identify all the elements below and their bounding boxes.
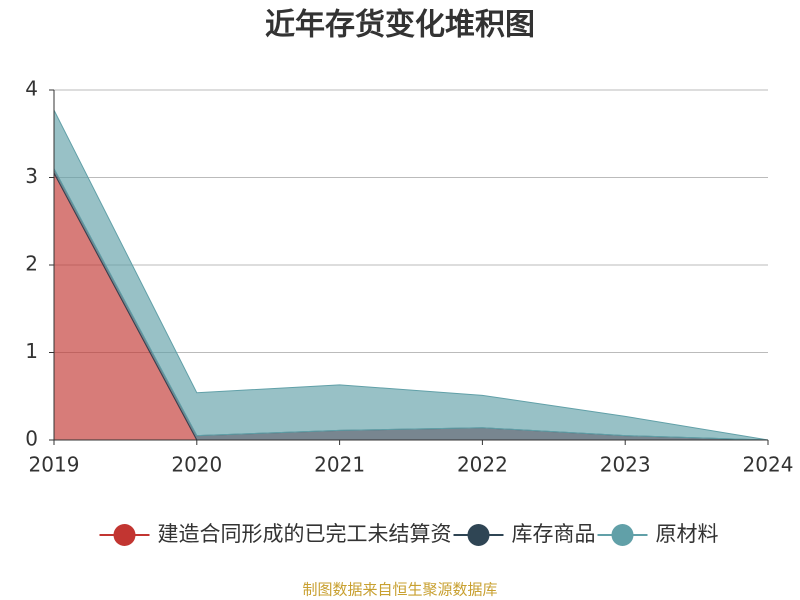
- legend-label: 原材料: [656, 522, 719, 546]
- x-tick-label: 2019: [29, 453, 80, 477]
- y-tick-label: 1: [25, 339, 38, 363]
- x-tick-label: 2021: [314, 453, 365, 477]
- x-tick-label: 2023: [600, 453, 651, 477]
- legend-label: 建造合同形成的已完工未结算资: [158, 522, 452, 546]
- x-tick-label: 2024: [743, 453, 794, 477]
- y-tick-label: 4: [25, 77, 38, 101]
- y-tick-label: 3: [25, 164, 38, 188]
- y-tick-label: 2: [25, 252, 38, 276]
- legend-label: 库存商品: [512, 522, 596, 546]
- x-tick-label: 2022: [457, 453, 508, 477]
- area: [53, 109, 769, 441]
- chart-title: 近年存货变化堆积图: [265, 8, 535, 43]
- source-note: 制图数据来自恒生聚源数据库: [302, 581, 497, 599]
- legend-marker: [611, 524, 634, 546]
- y-tick-label: 0: [25, 427, 38, 451]
- x-tick-label: 2020: [171, 453, 222, 477]
- legend-marker: [113, 524, 136, 546]
- legend-marker: [467, 524, 490, 546]
